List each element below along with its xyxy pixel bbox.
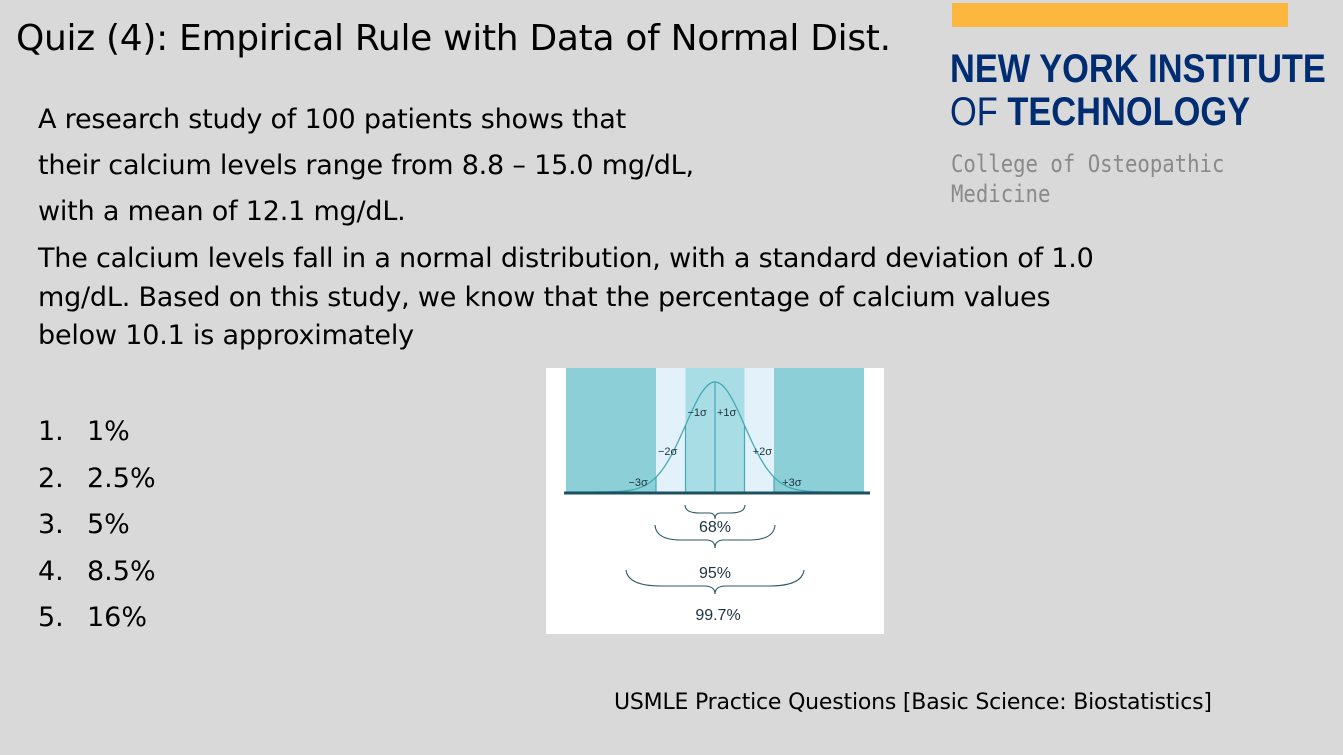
option-text: 5%: [87, 509, 130, 540]
option-text: 8.5%: [87, 555, 156, 587]
label-68-percent: 68%: [699, 519, 731, 536]
logo-of: OF: [950, 90, 998, 134]
option-number: 1.: [38, 416, 64, 447]
answer-option[interactable]: 1. 1%: [38, 413, 156, 460]
question-line-6: below 10.1 is approximately: [38, 320, 414, 351]
logo-college-line-1: College of Osteopathic: [951, 150, 1225, 178]
brace-95: [654, 524, 776, 549]
logo-college: College of Osteopathic Medicine: [951, 149, 1243, 209]
label-plus-1-sigma: +1σ: [717, 407, 737, 419]
logo-technology: TECHNOLOGY: [1007, 90, 1251, 134]
brace-997: [625, 569, 805, 595]
normal-distribution-figure: −3σ −2σ −1σ +1σ +2σ +3σ 68% 95% 99.7%: [546, 368, 884, 634]
label-plus-3-sigma: +3σ: [782, 477, 802, 489]
label-plus-2-sigma: +2σ: [753, 446, 773, 458]
footer-source: USMLE Practice Questions [Basic Science:…: [614, 690, 1212, 715]
option-number: 2.: [38, 462, 64, 494]
normal-curve-diagram: −3σ −2σ −1σ +1σ +2σ +3σ 68% 95% 99.7%: [564, 368, 870, 624]
label-95-percent: 95%: [699, 565, 731, 582]
label-minus-1-sigma: −1σ: [688, 407, 708, 419]
logo-line-2: OF TECHNOLOGY: [950, 90, 1250, 135]
option-number: 5.: [38, 602, 64, 633]
sigma-lines: [625, 382, 805, 492]
option-number: 4.: [38, 555, 64, 587]
option-text: 2.5%: [87, 462, 156, 494]
label-minus-2-sigma: −2σ: [658, 446, 678, 458]
question-line-1: A research study of 100 patients shows t…: [38, 104, 627, 135]
question-line-4: The calcium levels fall in a normal dist…: [38, 243, 1094, 274]
percentage-brackets: [625, 504, 805, 595]
answer-option[interactable]: 3. 5%: [38, 506, 156, 553]
question-line-5: mg/dL. Based on this study, we know that…: [38, 282, 1051, 313]
question-line-3: with a mean of 12.1 mg/dL.: [38, 196, 406, 227]
answer-option[interactable]: 4. 8.5%: [38, 553, 156, 600]
option-number: 3.: [38, 509, 64, 540]
answer-option[interactable]: 2. 2.5%: [38, 460, 156, 507]
label-minus-3-sigma: −3σ: [629, 477, 649, 489]
option-text: 1%: [87, 416, 130, 447]
option-text: 16%: [87, 602, 148, 633]
answer-options: 1. 1% 2. 2.5% 3. 5% 4. 8.5% 5. 16%: [38, 413, 156, 646]
brace-68: [684, 504, 746, 520]
logo-college-line-2: Medicine: [951, 180, 1051, 208]
logo-gold-bar: [952, 3, 1288, 27]
logo-line-1: NEW YORK INSTITUTE: [950, 47, 1326, 91]
label-99-7-percent: 99.7%: [695, 607, 740, 624]
answer-option[interactable]: 5. 16%: [38, 599, 156, 646]
slide-title: Quiz (4): Empirical Rule with Data of No…: [16, 18, 891, 59]
question-line-2: their calcium levels range from 8.8 – 15…: [38, 150, 694, 181]
